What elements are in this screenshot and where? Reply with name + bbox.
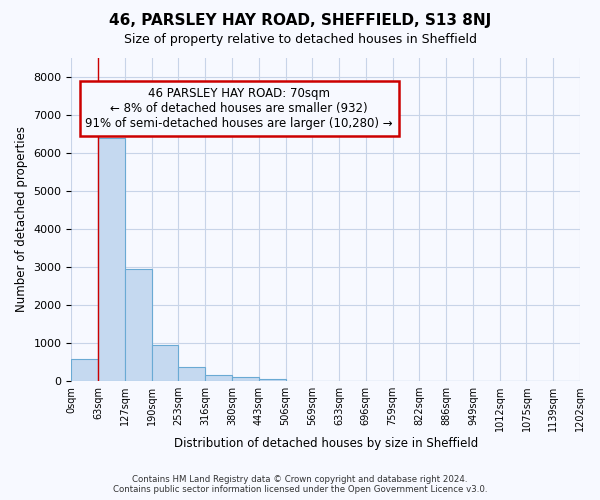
Bar <box>152 344 178 381</box>
Bar <box>98 138 125 381</box>
Bar <box>205 375 232 381</box>
Bar <box>178 368 205 381</box>
Bar <box>125 269 152 381</box>
Text: Size of property relative to detached houses in Sheffield: Size of property relative to detached ho… <box>124 32 476 46</box>
Y-axis label: Number of detached properties: Number of detached properties <box>15 126 28 312</box>
Bar <box>71 360 98 381</box>
Text: Contains HM Land Registry data © Crown copyright and database right 2024.
Contai: Contains HM Land Registry data © Crown c… <box>113 474 487 494</box>
Bar <box>232 378 259 381</box>
Text: 46, PARSLEY HAY ROAD, SHEFFIELD, S13 8NJ: 46, PARSLEY HAY ROAD, SHEFFIELD, S13 8NJ <box>109 12 491 28</box>
Text: 46 PARSLEY HAY ROAD: 70sqm
← 8% of detached houses are smaller (932)
91% of semi: 46 PARSLEY HAY ROAD: 70sqm ← 8% of detac… <box>85 86 393 130</box>
Bar <box>259 379 286 381</box>
X-axis label: Distribution of detached houses by size in Sheffield: Distribution of detached houses by size … <box>173 437 478 450</box>
